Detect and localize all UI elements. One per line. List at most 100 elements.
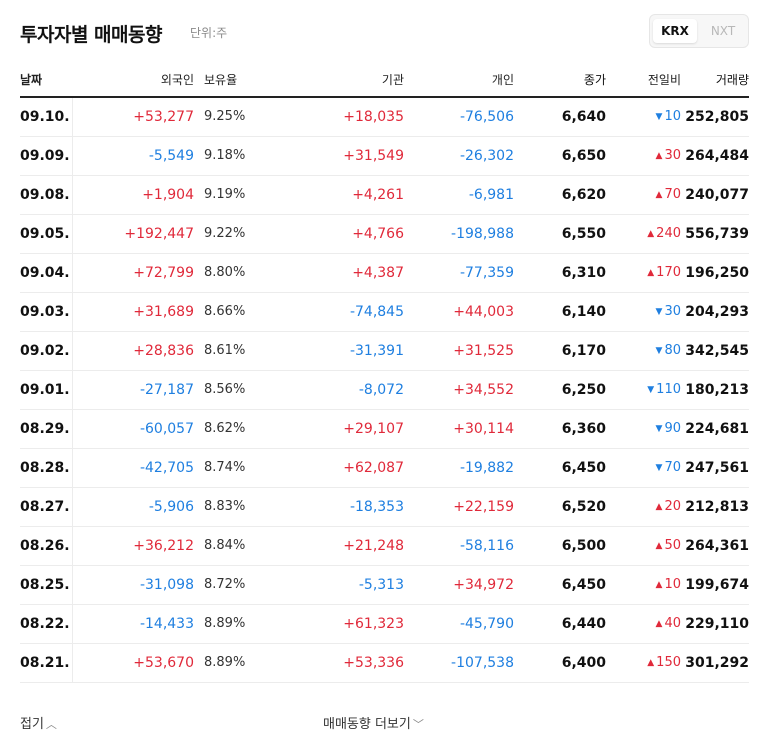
- section-title: 투자자별 매매동향: [20, 24, 162, 46]
- row-date: 09.04.: [20, 253, 72, 293]
- row-foreign: +36,212: [71, 526, 200, 566]
- triangle-up-icon: ▲: [655, 190, 663, 200]
- row-institution: +53,336: [272, 643, 404, 683]
- row-change: ▼ 110: [606, 370, 681, 410]
- chevron-down-icon: ﹀: [412, 718, 424, 731]
- row-holding: 8.89%: [200, 604, 272, 644]
- table-row: 09.03. +31,689 8.66% -74,845 +44,003 6,140 ▼ 30…: [20, 292, 749, 332]
- row-volume: 204,293: [681, 292, 749, 332]
- row-change: ▼ 80: [606, 331, 681, 371]
- row-volume: 247,561: [681, 448, 749, 488]
- table-row: 09.05. +192,447 9.22% +4,766 -198,988 6,550 ▲ 2…: [20, 214, 749, 254]
- row-institution: -8,072: [272, 370, 404, 410]
- row-change: ▲ 240: [606, 214, 681, 254]
- row-volume: 196,250: [681, 253, 749, 293]
- row-holding: 9.22%: [200, 214, 272, 254]
- row-change: ▲ 40: [606, 604, 681, 644]
- tab-krx[interactable]: KRX: [653, 19, 697, 43]
- row-foreign: +28,836: [71, 331, 200, 371]
- row-change-value: 150: [656, 655, 681, 670]
- row-foreign: +1,904: [71, 175, 200, 215]
- row-individual: +31,525: [404, 331, 514, 371]
- row-close: 6,360: [514, 409, 606, 449]
- row-date: 09.01.: [20, 370, 72, 410]
- row-change-value: 80: [664, 343, 681, 358]
- row-institution: +21,248: [272, 526, 404, 566]
- row-individual: -198,988: [404, 214, 514, 254]
- row-institution: +4,387: [272, 253, 404, 293]
- row-change-value: 10: [664, 577, 681, 592]
- row-date: 08.26.: [20, 526, 72, 566]
- row-date: 08.21.: [20, 643, 72, 683]
- row-foreign: -31,098: [71, 565, 200, 605]
- triangle-down-icon: ▼: [655, 424, 663, 434]
- table-row: 09.02. +28,836 8.61% -31,391 +31,525 6,170 ▼ 80…: [20, 331, 749, 371]
- row-close: 6,310: [514, 253, 606, 293]
- row-change: ▲ 150: [606, 643, 681, 683]
- row-change: ▲ 50: [606, 526, 681, 566]
- fold-button[interactable]: 접기 ︿: [20, 713, 57, 732]
- table-row: 08.21. +53,670 8.89% +53,336 -107,538 6,400 ▲ 1…: [20, 643, 749, 683]
- table-header-row: 날짜 외국인 보유율 기관 개인 종가 전일비 거래량: [20, 62, 749, 98]
- row-close: 6,550: [514, 214, 606, 254]
- row-holding: 8.62%: [200, 409, 272, 449]
- table-row: 08.28. -42,705 8.74% +62,087 -19,882 6,450 ▼ 70…: [20, 448, 749, 488]
- row-institution: +4,261: [272, 175, 404, 215]
- row-holding: 9.18%: [200, 136, 272, 176]
- triangle-up-icon: ▲: [655, 541, 663, 551]
- row-individual: -19,882: [404, 448, 514, 488]
- triangle-up-icon: ▲: [655, 619, 663, 629]
- row-foreign: +72,799: [71, 253, 200, 293]
- unit-label: 단위:주: [190, 26, 228, 40]
- row-change: ▲ 30: [606, 136, 681, 176]
- row-holding: 8.83%: [200, 487, 272, 527]
- row-holding: 8.84%: [200, 526, 272, 566]
- market-toggle: KRX NXT: [649, 14, 749, 48]
- row-holding: 9.25%: [200, 97, 272, 137]
- row-individual: +44,003: [404, 292, 514, 332]
- row-change: ▲ 20: [606, 487, 681, 527]
- col-header-change: 전일비: [606, 62, 681, 98]
- table-row: 08.27. -5,906 8.83% -18,353 +22,159 6,520 ▲ 20 2…: [20, 487, 749, 527]
- row-holding: 8.72%: [200, 565, 272, 605]
- row-close: 6,640: [514, 97, 606, 137]
- row-institution: +29,107: [272, 409, 404, 449]
- section-header: 투자자별 매매동향 단위:주 KRX NXT: [20, 14, 749, 50]
- table-footer: 접기 ︿ 매매동향 더보기 ﹀: [20, 710, 749, 736]
- row-volume: 556,739: [681, 214, 749, 254]
- triangle-up-icon: ▲: [647, 658, 655, 668]
- triangle-down-icon: ▼: [655, 463, 663, 473]
- row-date: 08.29.: [20, 409, 72, 449]
- row-change-value: 70: [664, 460, 681, 475]
- triangle-up-icon: ▲: [647, 268, 655, 278]
- row-foreign: -60,057: [71, 409, 200, 449]
- row-change-value: 240: [656, 226, 681, 241]
- triangle-down-icon: ▼: [655, 112, 663, 123]
- row-individual: -76,506: [404, 97, 514, 137]
- row-holding: 8.56%: [200, 370, 272, 410]
- tab-nxt[interactable]: NXT: [710, 24, 736, 38]
- col-header-foreign: 외국인: [72, 62, 200, 98]
- row-foreign: -14,433: [71, 604, 200, 644]
- row-close: 6,650: [514, 136, 606, 176]
- row-individual: -107,538: [404, 643, 514, 683]
- row-individual: +34,972: [404, 565, 514, 605]
- row-close: 6,450: [514, 565, 606, 605]
- row-individual: +22,159: [404, 487, 514, 527]
- row-close: 6,400: [514, 643, 606, 683]
- row-individual: -58,116: [404, 526, 514, 566]
- row-institution: +61,323: [272, 604, 404, 644]
- row-close: 6,170: [514, 331, 606, 371]
- more-trading-button[interactable]: 매매동향 더보기 ﹀: [323, 713, 424, 732]
- row-institution: -5,313: [272, 565, 404, 605]
- row-close: 6,450: [514, 448, 606, 488]
- row-change-value: 20: [664, 499, 681, 514]
- row-close: 6,500: [514, 526, 606, 566]
- row-date: 08.25.: [20, 565, 72, 605]
- row-date: 08.28.: [20, 448, 72, 488]
- row-foreign: +192,447: [71, 214, 200, 254]
- table-row: 08.22. -14,433 8.89% +61,323 -45,790 6,440 ▲ 40…: [20, 604, 749, 644]
- row-holding: 8.61%: [200, 331, 272, 371]
- triangle-up-icon: ▲: [655, 502, 663, 512]
- row-change-value: 10: [664, 109, 681, 125]
